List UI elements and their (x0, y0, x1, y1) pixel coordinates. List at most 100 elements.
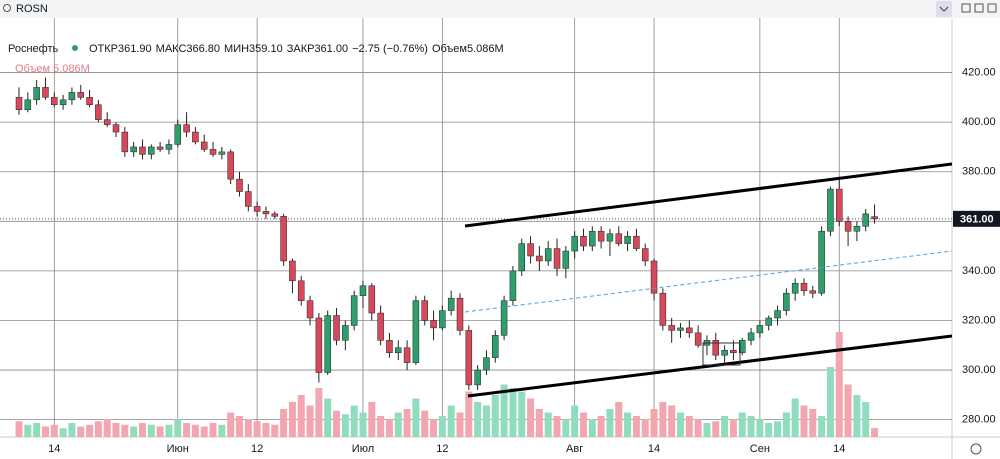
volume-bar (456, 412, 464, 437)
candle-body (306, 300, 314, 319)
candle-body (121, 131, 129, 153)
volume-bar (774, 421, 782, 437)
settings-icon[interactable] (970, 443, 982, 455)
y-tick-label: 320.00 (962, 314, 996, 326)
trend-line[interactable] (467, 334, 952, 398)
volume-bar (668, 405, 676, 437)
volume-bar (844, 384, 852, 437)
range-box[interactable] (702, 342, 741, 366)
symbol[interactable]: ROSN (16, 3, 48, 15)
volume-bar (835, 332, 843, 437)
volume-bar (738, 412, 746, 437)
volume-bar (209, 423, 217, 437)
candle-body (500, 300, 508, 336)
candle-body (297, 280, 305, 301)
search-icon[interactable] (3, 4, 11, 12)
volume-bar (341, 414, 349, 437)
volume-bar (412, 398, 420, 437)
price-label: 361.00 (960, 214, 994, 226)
volume-bar (765, 423, 773, 437)
candle-body (765, 317, 772, 326)
volume-bar (165, 424, 173, 437)
mid-line[interactable] (464, 250, 952, 313)
volume-bar (721, 416, 729, 437)
candle-body (112, 124, 120, 133)
status-dot (72, 45, 78, 51)
volume-bar (236, 416, 243, 437)
volume-bar (430, 419, 438, 437)
candle-body (853, 226, 861, 232)
candle-body (518, 243, 525, 272)
candle-body (544, 248, 552, 262)
volume-bar (218, 424, 226, 437)
candle-body (148, 146, 155, 155)
candle-body (350, 295, 358, 326)
candle-body (412, 300, 420, 363)
volume-bar (685, 416, 693, 437)
volume-bar (491, 395, 499, 437)
candle-body (677, 327, 684, 331)
volume-bar (24, 424, 32, 437)
volume-bar (59, 428, 67, 437)
candle-body (42, 87, 49, 98)
candle-body (492, 335, 499, 358)
volume-bar (562, 419, 570, 437)
volume-bar (756, 419, 764, 437)
volume-legend: Объем 5.086M (15, 63, 90, 75)
candle-body (800, 283, 808, 291)
window-icon[interactable] (974, 3, 984, 13)
volume-bar (677, 412, 684, 437)
volume-bar (253, 421, 261, 437)
volume-bar (553, 416, 561, 437)
candle-body (359, 285, 367, 296)
candle-body (15, 97, 23, 110)
x-tick-label: 14 (48, 443, 60, 455)
volume-bar (377, 416, 385, 437)
volume-bar (527, 398, 535, 437)
volume-bar (782, 412, 790, 437)
volume-bar (288, 402, 296, 437)
candle-body (536, 255, 543, 262)
volume-bar (280, 409, 288, 437)
candle-body (289, 260, 296, 282)
candle-body (86, 97, 93, 106)
legend-item: −2.75 (−0.76%) (352, 43, 428, 55)
volume-bar (306, 405, 314, 437)
volume-bar (703, 423, 711, 437)
window-icon[interactable] (961, 3, 971, 13)
candle-body (77, 92, 84, 98)
candle-body (227, 151, 234, 180)
volume-bar (641, 419, 649, 437)
candle-body (730, 349, 737, 353)
volume-bar (385, 419, 393, 437)
candle-body (712, 340, 720, 356)
volume-bar (15, 421, 23, 437)
volume-bar (853, 395, 861, 437)
candle-body (774, 310, 781, 319)
volume-bar (77, 426, 85, 437)
candle-body (395, 347, 402, 353)
legend-item: Объем5.086M (432, 43, 504, 55)
trend-line[interactable] (464, 162, 952, 228)
volume-bar (588, 419, 596, 437)
volume-bar (509, 388, 517, 437)
volume-bar (535, 409, 543, 437)
volume-bar (121, 424, 129, 437)
candle-body (862, 213, 869, 227)
candle-body (836, 188, 843, 222)
x-tick-label: Июл (352, 443, 374, 455)
volume-bar (244, 419, 252, 437)
x-tick-label: 14 (648, 443, 660, 455)
volume-bar (271, 424, 279, 437)
drawings (464, 162, 952, 398)
volume-bar (809, 409, 817, 437)
candle-body (474, 369, 481, 386)
volume-bar (324, 398, 332, 437)
candle-body (553, 248, 561, 269)
dropdown[interactable] (936, 1, 952, 17)
window-icon[interactable] (987, 3, 997, 13)
candle-body (791, 283, 799, 294)
candle-body (668, 325, 675, 331)
volume-bar (694, 419, 702, 437)
